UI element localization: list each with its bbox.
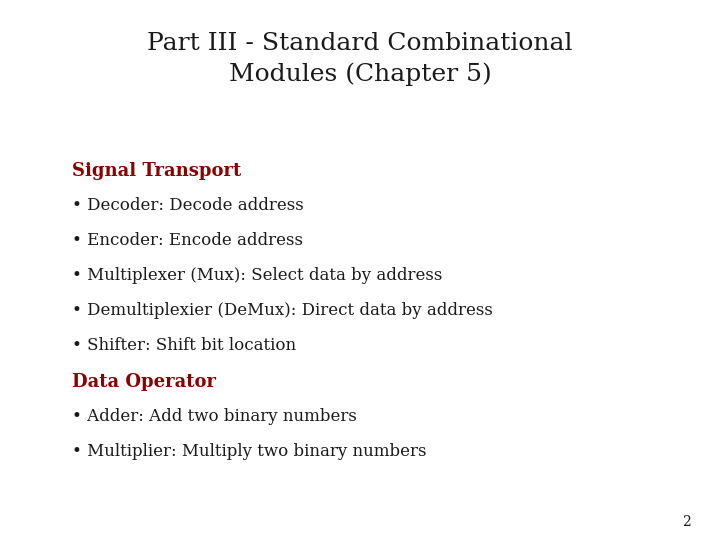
- Text: Signal Transport: Signal Transport: [72, 162, 241, 180]
- Text: 2: 2: [683, 515, 691, 529]
- Text: Part III - Standard Combinational
Modules (Chapter 5): Part III - Standard Combinational Module…: [148, 32, 572, 86]
- Text: • Encoder: Encode address: • Encoder: Encode address: [72, 232, 303, 249]
- Text: • Adder: Add two binary numbers: • Adder: Add two binary numbers: [72, 408, 357, 424]
- Text: • Decoder: Decode address: • Decoder: Decode address: [72, 197, 304, 214]
- Text: • Shifter: Shift bit location: • Shifter: Shift bit location: [72, 338, 296, 354]
- Text: • Multiplexer (Mux): Select data by address: • Multiplexer (Mux): Select data by addr…: [72, 267, 442, 284]
- Text: • Demultiplexier (DeMux): Direct data by address: • Demultiplexier (DeMux): Direct data by…: [72, 302, 493, 319]
- Text: Data Operator: Data Operator: [72, 373, 216, 390]
- Text: • Multiplier: Multiply two binary numbers: • Multiplier: Multiply two binary number…: [72, 443, 426, 460]
